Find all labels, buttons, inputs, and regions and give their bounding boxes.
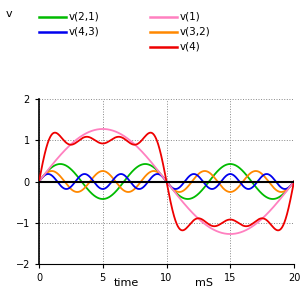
Text: v(4,3): v(4,3)	[69, 26, 100, 37]
Text: mS: mS	[195, 278, 213, 288]
Text: v(2,1): v(2,1)	[69, 11, 100, 22]
Text: v(4): v(4)	[180, 41, 201, 52]
Text: v(1): v(1)	[180, 11, 201, 22]
Text: v(3,2): v(3,2)	[180, 26, 211, 37]
Text: v: v	[6, 9, 13, 19]
Text: time: time	[113, 278, 139, 288]
